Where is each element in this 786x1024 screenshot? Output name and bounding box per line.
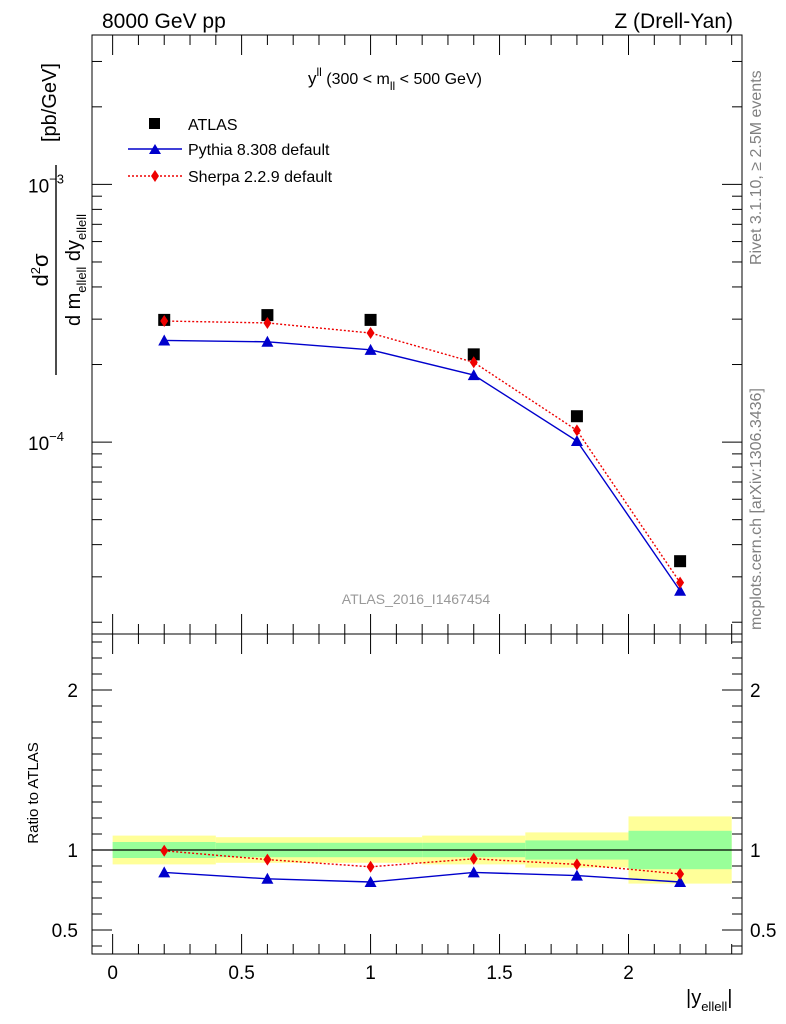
legend-atlas-label: ATLAS bbox=[188, 117, 238, 134]
sherpa-point bbox=[160, 315, 169, 328]
svg-text:d2σ: d2σ bbox=[28, 253, 53, 286]
rivet-label: Rivet 3.1.10, ≥ 2.5M events bbox=[748, 70, 765, 265]
legend-pythia-marker bbox=[149, 144, 161, 154]
legend-sherpa-label: Sherpa 2.2.9 default bbox=[188, 169, 333, 186]
svg-text:d mellell dyellell: d mellell dyellell bbox=[63, 214, 89, 326]
pythia-point bbox=[467, 369, 480, 381]
main-y-tick-label: 10−3 bbox=[28, 171, 64, 197]
ratio-sherpa-point bbox=[572, 858, 581, 871]
ratio-y-tick-label: 2 bbox=[67, 681, 78, 702]
ratio-pythia-point bbox=[158, 866, 171, 878]
ratio-line-pythia bbox=[164, 871, 681, 883]
legend-entry-atlas: ATLAS bbox=[149, 117, 238, 134]
header-left: 8000 GeV pp bbox=[102, 10, 226, 33]
pythia-point bbox=[261, 335, 274, 347]
atlas-data-point bbox=[364, 313, 377, 326]
main-ticks: 10−4 10−3 bbox=[28, 35, 742, 634]
atlas-data-point bbox=[570, 410, 583, 423]
x-axis-label: |yellell| bbox=[686, 987, 732, 1014]
main-series-markers bbox=[158, 309, 687, 596]
ratio-pythia-point bbox=[364, 876, 377, 887]
atlas-data-point bbox=[261, 309, 274, 322]
ratio-series-lines bbox=[164, 850, 681, 883]
legend-sherpa-marker bbox=[151, 170, 159, 182]
pythia-point bbox=[158, 334, 171, 346]
sherpa-point bbox=[572, 424, 581, 437]
sherpa-point bbox=[366, 327, 375, 340]
ratio-y-tick-label-right: 2 bbox=[750, 681, 761, 702]
sherpa-point bbox=[263, 316, 272, 329]
ratio-x-tick-label: 2 bbox=[623, 963, 634, 984]
legend-atlas-marker bbox=[149, 118, 160, 129]
ratio-ticks: 0.5 0.5 1 1 2 2 0 0.5 1 1.5 2 bbox=[52, 634, 776, 984]
legend: ATLAS Pythia 8.308 default Sherpa 2.2.9 … bbox=[128, 117, 333, 186]
pythia-point bbox=[364, 343, 377, 355]
ratio-y-tick-label: 0.5 bbox=[52, 921, 78, 942]
legend-entry-sherpa: Sherpa 2.2.9 default bbox=[128, 169, 333, 186]
ratio-sherpa-point bbox=[676, 868, 685, 880]
main-series-lines bbox=[164, 320, 681, 592]
ratio-x-tick-label: 1 bbox=[365, 963, 376, 984]
main-panel: 10−4 10−3 yll (300 < mll < 500 GeV) ATLAS… bbox=[28, 34, 743, 635]
ratio-sherpa-point bbox=[366, 860, 375, 873]
pythia-point bbox=[674, 584, 687, 596]
ratio-sherpa-point bbox=[263, 853, 272, 866]
main-line-pythia bbox=[164, 339, 681, 592]
source-label: mcplots.cern.ch [arXiv:1306.3436] bbox=[748, 388, 765, 630]
ratio-pythia-point bbox=[570, 869, 583, 881]
atlas-data-point bbox=[467, 348, 480, 361]
ratio-sherpa-point bbox=[160, 844, 169, 857]
ratio-panel: 0.5 0.5 1 1 2 2 0 0.5 1 1.5 2 Ratio to ATLAS |yell… bbox=[25, 633, 776, 1014]
legend-entry-pythia: Pythia 8.308 default bbox=[128, 142, 330, 159]
ratio-frame bbox=[91, 633, 743, 955]
ratio-x-tick-label: 0 bbox=[107, 963, 118, 984]
ratio-pythia-point bbox=[674, 876, 687, 887]
main-y-axis-label: d2σ d mellell dyellell [pb/GeV] bbox=[28, 63, 89, 375]
legend-pythia-label: Pythia 8.308 default bbox=[188, 142, 330, 159]
header-right: Z (Drell-Yan) bbox=[614, 10, 733, 33]
atlas-data-point bbox=[674, 555, 687, 568]
pythia-point bbox=[570, 434, 583, 446]
analysis-watermark: ATLAS_2016_I1467454 bbox=[342, 591, 491, 607]
ratio-pythia-point bbox=[467, 866, 480, 878]
svg-text:[pb/GeV]: [pb/GeV] bbox=[39, 63, 61, 142]
ratio-series-markers bbox=[158, 844, 687, 887]
ratio-y-tick-label-right: 0.5 bbox=[750, 921, 776, 942]
sherpa-point bbox=[676, 576, 685, 589]
ratio-x-tick-label: 0.5 bbox=[228, 963, 254, 984]
ratio-sherpa-point bbox=[469, 852, 478, 865]
ratio-pythia-point bbox=[261, 872, 274, 884]
sherpa-point bbox=[469, 356, 478, 369]
ratio-y-tick-label: 1 bbox=[67, 841, 78, 862]
main-line-sherpa bbox=[164, 320, 681, 583]
ratio-y-tick-label-right: 1 bbox=[750, 841, 761, 862]
main-y-tick-label: 10−4 bbox=[28, 429, 64, 455]
ratio-x-tick-label: 1.5 bbox=[486, 963, 512, 984]
panel-title: yll (300 < mll < 500 GeV) bbox=[308, 65, 482, 93]
ratio-y-axis-label: Ratio to ATLAS bbox=[25, 742, 42, 843]
